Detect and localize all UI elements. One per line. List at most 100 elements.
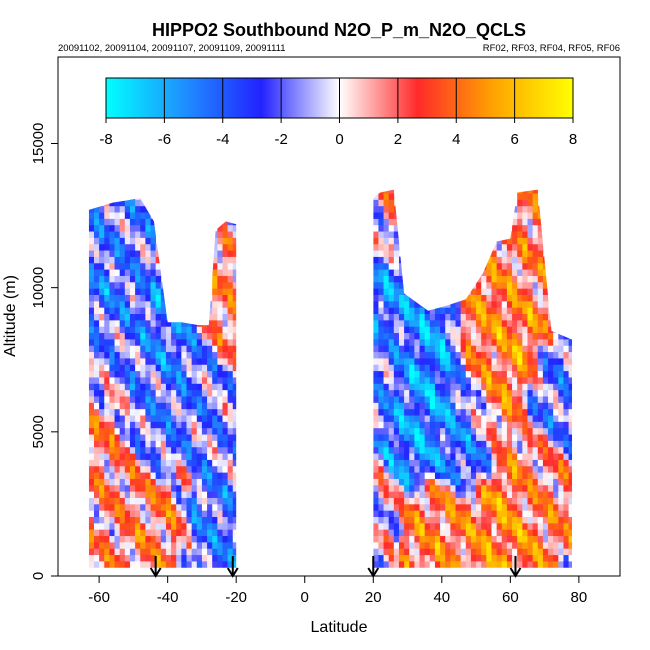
heatmap-cell (119, 275, 126, 283)
heatmap-cell (378, 510, 384, 518)
heatmap-cell (465, 396, 472, 403)
heatmap-cell (496, 522, 503, 530)
heatmap-cell (140, 554, 146, 562)
heatmap-cell (109, 541, 115, 549)
heatmap-cell (398, 465, 405, 473)
heatmap-cell (542, 275, 549, 283)
heatmap-cell (135, 478, 141, 486)
heatmap-cell (563, 358, 569, 365)
heatmap-cell (537, 231, 544, 238)
heatmap-cell (212, 421, 218, 429)
heatmap-cell (191, 358, 198, 365)
heatmap-cell (99, 421, 105, 429)
heatmap-cell (548, 338, 554, 346)
heatmap-cell (532, 522, 539, 530)
heatmap-cell (129, 288, 136, 295)
heatmap-cell (140, 415, 146, 422)
heatmap-cell (506, 389, 513, 397)
heatmap-cell (563, 326, 569, 334)
heatmap-cell (414, 377, 420, 384)
heatmap-cell (378, 351, 384, 359)
heatmap-cell (404, 484, 410, 492)
heatmap-cell (542, 338, 549, 346)
heatmap-cell (532, 345, 539, 353)
heatmap-cell (434, 548, 441, 556)
heatmap-cell (160, 326, 167, 334)
heatmap-cell (145, 503, 151, 511)
heatmap-cell (409, 319, 415, 327)
heatmap-cell (378, 516, 384, 524)
heatmap-cell (404, 472, 410, 479)
heatmap-cell (398, 453, 405, 460)
heatmap-cell (429, 535, 436, 543)
heatmap-cell (140, 345, 146, 353)
heatmap-cell (522, 262, 528, 270)
heatmap-cell (124, 358, 131, 365)
heatmap-cell (104, 503, 110, 511)
heatmap-cell (181, 453, 187, 460)
heatmap-cell (537, 281, 544, 289)
heatmap-cell (491, 281, 498, 289)
heatmap-cell (378, 377, 384, 384)
heatmap-cell (140, 198, 146, 200)
heatmap-cell (222, 275, 229, 283)
heatmap-cell (398, 459, 405, 467)
heatmap-cell (176, 402, 182, 410)
heatmap-cell (232, 459, 237, 467)
heatmap-cell (104, 497, 110, 505)
heatmap-cell (440, 307, 446, 315)
heatmap-cell (398, 389, 405, 397)
heatmap-cell (470, 434, 477, 441)
heatmap-cell (409, 478, 415, 486)
heatmap-cell (150, 465, 157, 473)
heatmap-cell (217, 503, 223, 511)
heatmap-cell (186, 548, 193, 556)
heatmap-cell (140, 478, 146, 486)
heatmap-cell (563, 383, 569, 391)
heatmap-cell (227, 383, 234, 391)
heatmap-cell (129, 548, 136, 556)
heatmap-cell (135, 358, 141, 365)
heatmap-cell (196, 408, 203, 416)
heatmap-cell (563, 484, 569, 492)
heatmap-cell (155, 250, 162, 257)
heatmap-cell (512, 472, 518, 479)
heatmap-cell (522, 383, 528, 391)
heatmap-cell (512, 402, 518, 410)
heatmap-cell (398, 472, 405, 479)
heatmap-cell (419, 364, 426, 372)
heatmap-cell (88, 491, 95, 498)
heatmap-cell (476, 440, 482, 448)
heatmap-cell (201, 459, 208, 467)
heatmap-cell (440, 465, 446, 473)
heatmap-cell (409, 415, 415, 422)
heatmap-cell (424, 358, 431, 365)
heatmap-cell (145, 281, 151, 289)
heatmap-cell (542, 535, 549, 543)
heatmap-cell (222, 446, 229, 454)
heatmap-cell (522, 503, 528, 511)
heatmap-cell (440, 510, 446, 518)
heatmap-cell (201, 345, 208, 353)
heatmap-cell (373, 415, 379, 422)
heatmap-cell (450, 307, 456, 315)
heatmap-cell (196, 459, 203, 467)
heatmap-cell (222, 554, 229, 562)
heatmap-cell (414, 421, 420, 429)
heatmap-cell (232, 300, 237, 308)
heatmap-cell (491, 300, 498, 308)
heatmap-cell (181, 345, 187, 353)
heatmap-cell (537, 427, 544, 435)
heatmap-cell (532, 231, 539, 238)
heatmap-cell (532, 389, 539, 397)
heatmap-cell (434, 415, 441, 422)
heatmap-cell (527, 465, 534, 473)
heatmap-cell (404, 434, 410, 441)
heatmap-cell (114, 402, 121, 410)
heatmap-cell (155, 256, 162, 264)
heatmap-cell (191, 554, 198, 562)
heatmap-cell (424, 497, 431, 505)
heatmap-cell (414, 319, 420, 327)
heatmap-cell (212, 497, 218, 505)
heatmap-cell (114, 478, 121, 486)
